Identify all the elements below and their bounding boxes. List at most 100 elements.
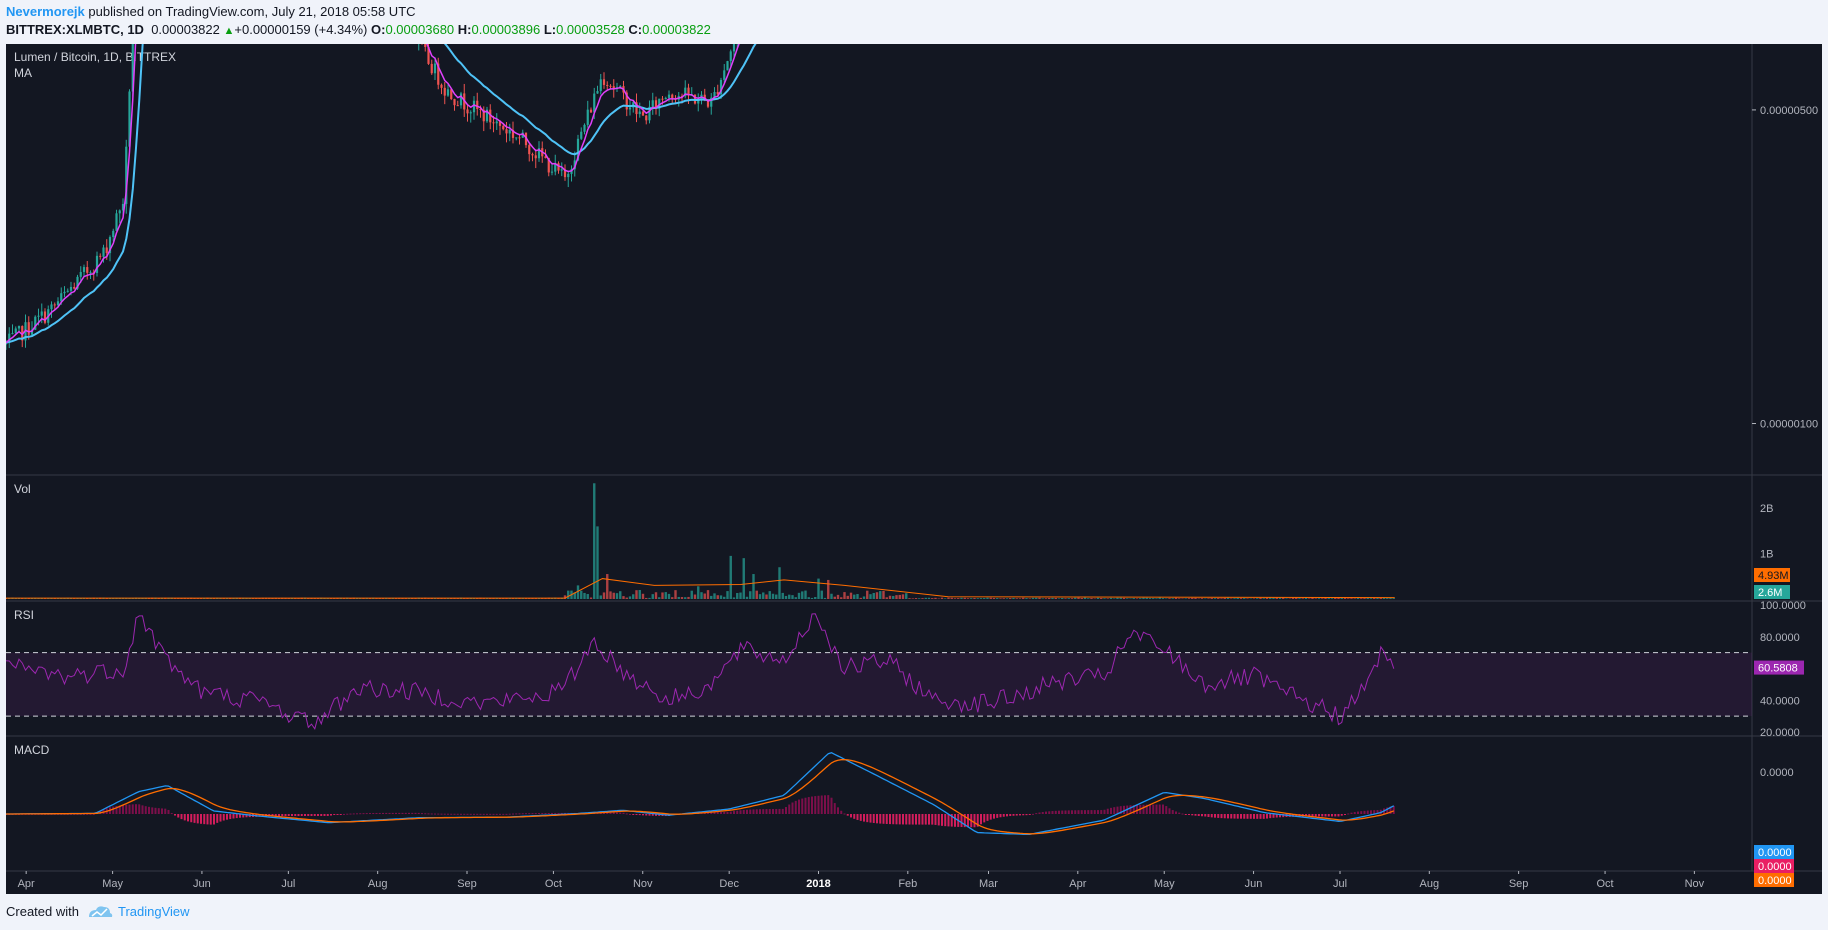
volume-bar xyxy=(960,597,963,599)
volume-bar xyxy=(1353,598,1356,599)
macd-histogram-bar xyxy=(1337,814,1340,817)
macd-histogram-bar xyxy=(297,814,300,817)
macd-histogram-bar xyxy=(742,809,745,814)
candle-body xyxy=(53,304,56,306)
macd-histogram-bar xyxy=(1045,811,1047,814)
macd-histogram-bar xyxy=(1048,811,1051,814)
volume-bar xyxy=(736,593,739,599)
macd-histogram-bar xyxy=(1227,814,1229,819)
macd-histogram-bar xyxy=(1259,814,1262,819)
macd-histogram-bar xyxy=(271,814,274,817)
macd-histogram-bar xyxy=(794,800,797,814)
macd-histogram-bar xyxy=(1054,810,1057,814)
macd-histogram-bar xyxy=(781,808,784,814)
macd-histogram-bar xyxy=(463,813,466,815)
tradingview-logo-icon[interactable] xyxy=(86,904,114,920)
volume-bar xyxy=(619,591,622,599)
macd-histogram-bar xyxy=(830,797,833,814)
macd-histogram-bar xyxy=(859,814,862,821)
macd-histogram-bar xyxy=(180,814,183,820)
macd-histogram-bar xyxy=(203,814,206,825)
time-axis-tick-label: Nov xyxy=(1685,878,1705,890)
macd-histogram-bar xyxy=(1093,810,1096,814)
macd-histogram-bar xyxy=(1184,814,1187,815)
volume-bar xyxy=(742,558,745,599)
volume-bar xyxy=(1269,597,1272,599)
volume-bar xyxy=(703,593,706,599)
time-axis-tick-label: Jun xyxy=(193,878,211,890)
time-axis-tick-label: Apr xyxy=(1069,878,1086,890)
macd-histogram-bar xyxy=(934,814,937,825)
volume-bar xyxy=(1070,598,1074,599)
macd-histogram-bar xyxy=(1366,810,1369,814)
volume-bar xyxy=(697,586,700,599)
volume-bar xyxy=(836,594,840,599)
macd-histogram-bar xyxy=(226,814,228,820)
volume-bar xyxy=(1340,597,1343,599)
candle-body xyxy=(505,129,508,134)
candle-body xyxy=(492,122,495,124)
macd-pane-title: MACD xyxy=(14,743,50,757)
volume-bar xyxy=(862,596,866,599)
volume-bar xyxy=(752,574,755,599)
candle-body xyxy=(112,230,115,238)
macd-histogram-bar xyxy=(450,813,453,815)
created-with-text: Created with xyxy=(6,904,79,919)
candle-body xyxy=(606,84,609,86)
macd-histogram-bar xyxy=(222,814,225,821)
volume-bar xyxy=(1148,598,1152,599)
candle-body xyxy=(528,145,531,155)
candle-body xyxy=(8,333,11,343)
macd-histogram-bar xyxy=(1353,812,1356,814)
macd-histogram-bar xyxy=(1331,814,1333,817)
macd-histogram-bar xyxy=(1022,814,1025,816)
candle-body xyxy=(619,86,622,88)
macd-histogram-bar xyxy=(63,813,66,815)
macd-histogram-bar xyxy=(638,814,641,816)
candle-body xyxy=(105,247,108,254)
macd-histogram-bar xyxy=(879,814,882,824)
rsi-axis-tick-label: 20.0000 xyxy=(1760,727,1800,739)
volume-bar xyxy=(53,598,56,599)
volume-bar xyxy=(797,592,801,599)
candle-body xyxy=(108,237,112,254)
candle-body xyxy=(453,99,456,106)
macd-histogram-bar xyxy=(1370,810,1372,814)
volume-bar xyxy=(895,595,898,599)
macd-histogram-bar xyxy=(1136,804,1138,814)
volume-bar xyxy=(914,598,918,599)
candle-body xyxy=(589,109,593,113)
macd-histogram-bar xyxy=(430,813,433,815)
macd-histogram-bar xyxy=(174,814,176,816)
macd-histogram-bar xyxy=(996,814,999,818)
macd-histogram-bar xyxy=(346,813,349,815)
macd-histogram-bar xyxy=(1103,809,1106,814)
macd-histogram-bar xyxy=(495,813,498,815)
volume-bar xyxy=(996,598,999,599)
volume-bar xyxy=(687,596,690,599)
volume-bar xyxy=(1194,597,1197,599)
macd-histogram-bar xyxy=(164,808,167,814)
macd-histogram-bar xyxy=(915,814,917,825)
candle-body xyxy=(66,290,69,292)
macd-histogram-bar xyxy=(658,814,661,816)
volume-bar xyxy=(1360,598,1363,599)
tradingview-link[interactable]: TradingView xyxy=(118,904,190,919)
macd-histogram-bar xyxy=(122,805,124,814)
macd-histogram-bar xyxy=(853,814,856,819)
author-link[interactable]: Nevermorejk xyxy=(6,4,85,19)
volume-bar xyxy=(593,483,596,599)
macd-histogram-bar xyxy=(960,814,963,828)
volume-bar xyxy=(658,597,661,599)
time-axis-tick-label: Jun xyxy=(1245,878,1263,890)
macd-histogram-bar xyxy=(161,808,163,814)
macd-histogram-bar xyxy=(1318,814,1320,817)
macd-line xyxy=(6,752,1395,836)
volume-bar xyxy=(576,585,580,599)
macd-histogram-bar xyxy=(476,813,479,815)
macd-histogram-bar xyxy=(739,810,742,814)
chart-canvas[interactable]: Lumen / Bitcoin, 1D, BITTREXMA0.00006500… xyxy=(6,44,1822,894)
volume-bar xyxy=(476,598,479,599)
volume-bar xyxy=(992,597,996,599)
candle-body xyxy=(732,44,736,52)
